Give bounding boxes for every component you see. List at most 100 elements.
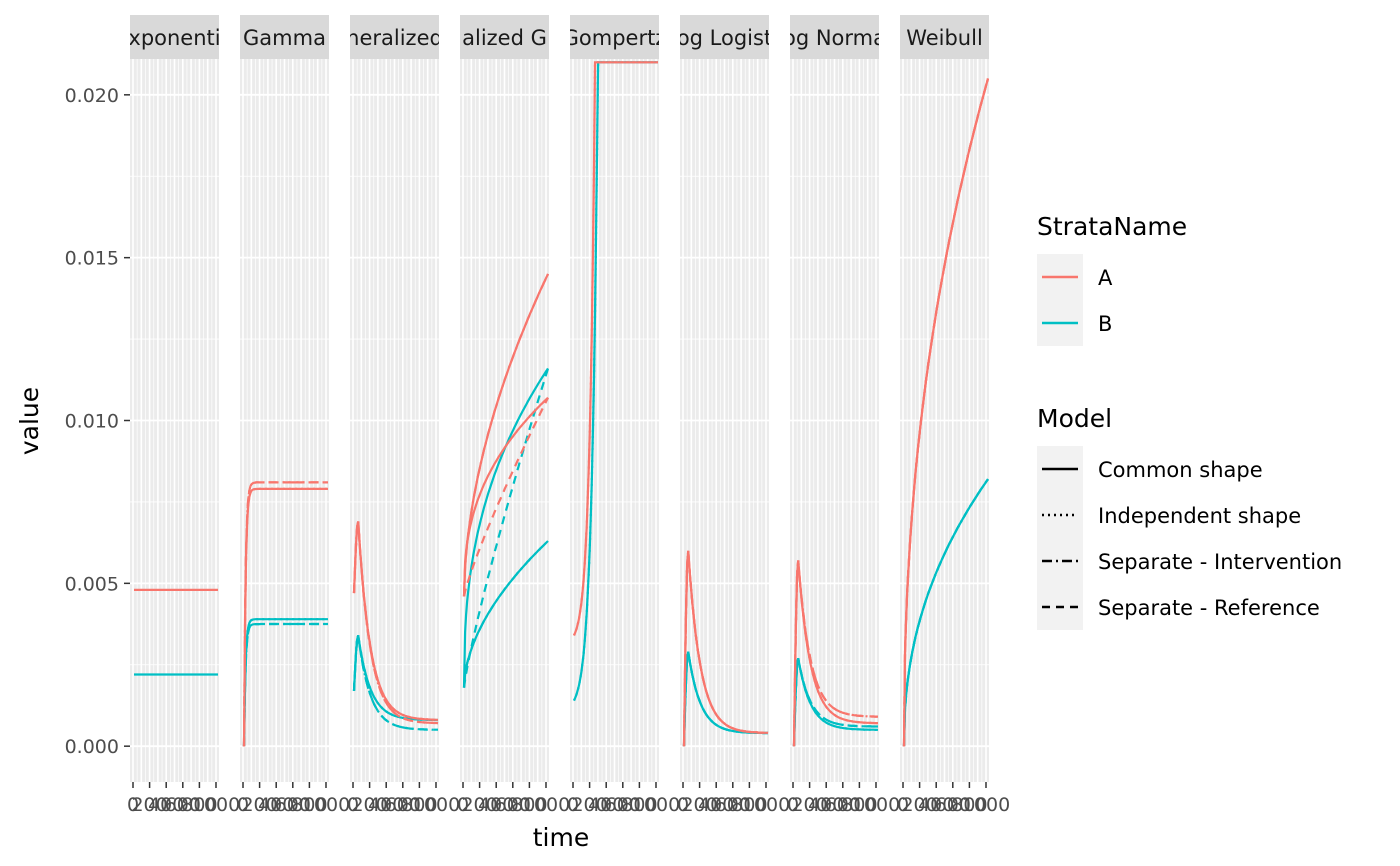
x-tick-label: 600: [275, 794, 311, 816]
x-tick-label: 400: [588, 794, 624, 816]
series-line-A-model-2: [572, 61, 658, 636]
x-tick-label: 400: [148, 794, 184, 816]
legend-label-strata: A: [1098, 266, 1113, 290]
facet-strip-label: neralized: [346, 26, 443, 50]
series-line-A-model-4: [462, 397, 549, 597]
x-tick-label: 200: [901, 794, 937, 816]
legend-label-model: Separate - Intervention: [1098, 550, 1342, 574]
facet-strip: [460, 15, 549, 59]
x-tick-label: 1000: [522, 794, 570, 816]
series-line-B-model-4: [462, 368, 549, 688]
x-tick-label: 200: [461, 794, 497, 816]
x-tick-label: 0: [347, 794, 359, 816]
x-tick-label: 0: [787, 794, 799, 816]
facet-strip-label: alized G: [462, 26, 547, 50]
series-line-B-model-4: [902, 478, 989, 747]
x-tick-label: 600: [715, 794, 751, 816]
x-tick-label: 400: [808, 794, 844, 816]
x-tick-label: 400: [478, 794, 514, 816]
series-line-A-model-4: [902, 78, 989, 747]
x-tick-label: 1000: [632, 794, 680, 816]
facet-strip-label: og Logist: [677, 26, 772, 50]
series-line-A-model-4: [352, 521, 439, 725]
facet-strip: [350, 15, 439, 59]
facet-strip: [240, 15, 329, 59]
x-tick-label: 400: [258, 794, 294, 816]
series-line-B-model-2: [352, 635, 438, 722]
x-tick-label: 1000: [852, 794, 900, 816]
series-line-B-model-2: [792, 657, 878, 747]
x-tick-label: 200: [681, 794, 717, 816]
facet-strip: [790, 15, 879, 59]
x-tick-label: 800: [511, 794, 547, 816]
series-line-A-model-2: [792, 560, 878, 747]
facet-strip-label: Gamma: [243, 26, 326, 50]
legend-label-model: Independent shape: [1098, 504, 1301, 528]
x-tick-label: 0: [567, 794, 579, 816]
series-line-A-model-3: [462, 396, 549, 597]
facet-strip: [680, 15, 769, 59]
series-line-B-model-4: [242, 622, 328, 747]
x-tick-label: 800: [291, 794, 327, 816]
series-line-B-model-4: [792, 657, 878, 747]
x-tick-label: 800: [841, 794, 877, 816]
x-tick-label: 0: [457, 794, 469, 816]
x-tick-label: 600: [825, 794, 861, 816]
x-tick-label: 200: [131, 794, 167, 816]
y-tick-label: 0.020: [65, 85, 119, 107]
x-tick-label: 400: [918, 794, 954, 816]
x-tick-label: 1000: [302, 794, 350, 816]
y-tick-label: 0.000: [65, 736, 119, 758]
y-axis-title: value: [15, 387, 44, 455]
y-tick-label: 0.010: [65, 411, 119, 433]
series-line-B-model-2: [242, 618, 328, 747]
x-tick-label: 400: [368, 794, 404, 816]
y-tick-label: 0.005: [65, 573, 119, 595]
y-axis: 0.000 0.005 0.010 0.015 0.020: [65, 85, 130, 758]
x-tick-label: 200: [241, 794, 277, 816]
x-tick-label: 200: [791, 794, 827, 816]
x-tick-label: 600: [935, 794, 971, 816]
facet-panels: xponenti02004006008001000Gamma0200400600…: [127, 15, 1010, 816]
x-tick-label: 1000: [412, 794, 460, 816]
series-line-A-model-2: [462, 273, 549, 597]
facet-strip-label: xponenti: [128, 26, 220, 50]
x-tick-label: 200: [571, 794, 607, 816]
legend: StrataName Model AB Common shape Independ…: [1037, 212, 1342, 630]
x-tick-label: 1000: [962, 794, 1010, 816]
facet-strip-label: Gompertz: [563, 26, 667, 50]
legend-label-strata: B: [1098, 312, 1112, 336]
x-tick-label: 200: [351, 794, 387, 816]
x-tick-label: 0: [897, 794, 909, 816]
series-line-B-model-1: [462, 540, 549, 688]
y-tick-label: 0.015: [65, 248, 119, 270]
x-tick-label: 600: [165, 794, 201, 816]
x-tick-label: 1000: [742, 794, 790, 816]
facet-strip: [130, 15, 219, 59]
x-tick-label: 1000: [192, 794, 240, 816]
x-tick-label: 600: [385, 794, 421, 816]
facet-strip: [900, 15, 989, 59]
x-tick-label: 800: [731, 794, 767, 816]
series-line-A-model-2: [242, 487, 328, 747]
x-tick-label: 0: [237, 794, 249, 816]
x-tick-label: 600: [495, 794, 531, 816]
legend-title-strata: StrataName: [1037, 212, 1187, 241]
facet-strip-label: og Norma: [783, 26, 886, 50]
series-line-B-model-4: [352, 635, 438, 731]
x-tick-label: 800: [401, 794, 437, 816]
facet-strip-label: Weibull: [906, 26, 983, 50]
facet-strip: [570, 15, 659, 59]
series-line-A-model-4: [792, 560, 878, 747]
legend-title-model: Model: [1037, 404, 1112, 433]
x-tick-label: 600: [605, 794, 641, 816]
